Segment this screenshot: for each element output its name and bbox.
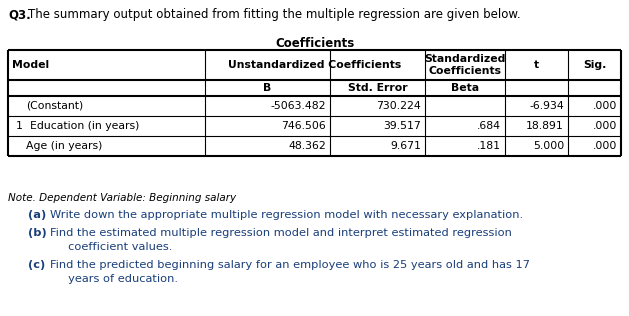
Text: 39.517: 39.517 [383,121,421,131]
Text: 18.891: 18.891 [526,121,564,131]
Text: 5.000: 5.000 [533,141,564,151]
Text: 48.362: 48.362 [288,141,326,151]
Text: Education (in years): Education (in years) [30,121,140,131]
Text: .000: .000 [593,121,617,131]
Text: (c): (c) [28,260,45,270]
Text: Coefficients: Coefficients [275,37,354,50]
Text: Age (in years): Age (in years) [26,141,103,151]
Text: Unstandardized Coefficients: Unstandardized Coefficients [228,60,402,70]
Text: Model: Model [12,60,49,70]
Text: Sig.: Sig. [583,60,606,70]
Text: The summary output obtained from fitting the multiple regression are given below: The summary output obtained from fitting… [28,8,521,21]
Text: .684: .684 [477,121,501,131]
Text: .000: .000 [593,101,617,111]
Text: (a): (a) [28,210,47,220]
Text: .000: .000 [593,141,617,151]
Text: B: B [264,83,272,93]
Text: Find the estimated multiple regression model and interpret estimated regression: Find the estimated multiple regression m… [50,228,512,238]
Text: Write down the appropriate multiple regression model with necessary explanation.: Write down the appropriate multiple regr… [50,210,523,220]
Text: 746.506: 746.506 [281,121,326,131]
Text: .181: .181 [477,141,501,151]
Text: 730.224: 730.224 [376,101,421,111]
Text: 1: 1 [16,121,23,131]
Text: (Constant): (Constant) [26,101,83,111]
Text: Beta: Beta [451,83,479,93]
Text: Standardized
Coefficients: Standardized Coefficients [425,54,506,76]
Text: Q3.: Q3. [8,8,31,21]
Text: (b): (b) [28,228,47,238]
Text: Note. Dependent Variable: Beginning salary: Note. Dependent Variable: Beginning sala… [8,193,236,203]
Text: -6.934: -6.934 [529,101,564,111]
Text: Std. Error: Std. Error [348,83,408,93]
Text: years of education.: years of education. [50,274,178,284]
Text: Find the predicted beginning salary for an employee who is 25 years old and has : Find the predicted beginning salary for … [50,260,530,270]
Text: 9.671: 9.671 [390,141,421,151]
Text: t: t [534,60,539,70]
Text: coefficient values.: coefficient values. [50,242,172,252]
Text: -5063.482: -5063.482 [270,101,326,111]
